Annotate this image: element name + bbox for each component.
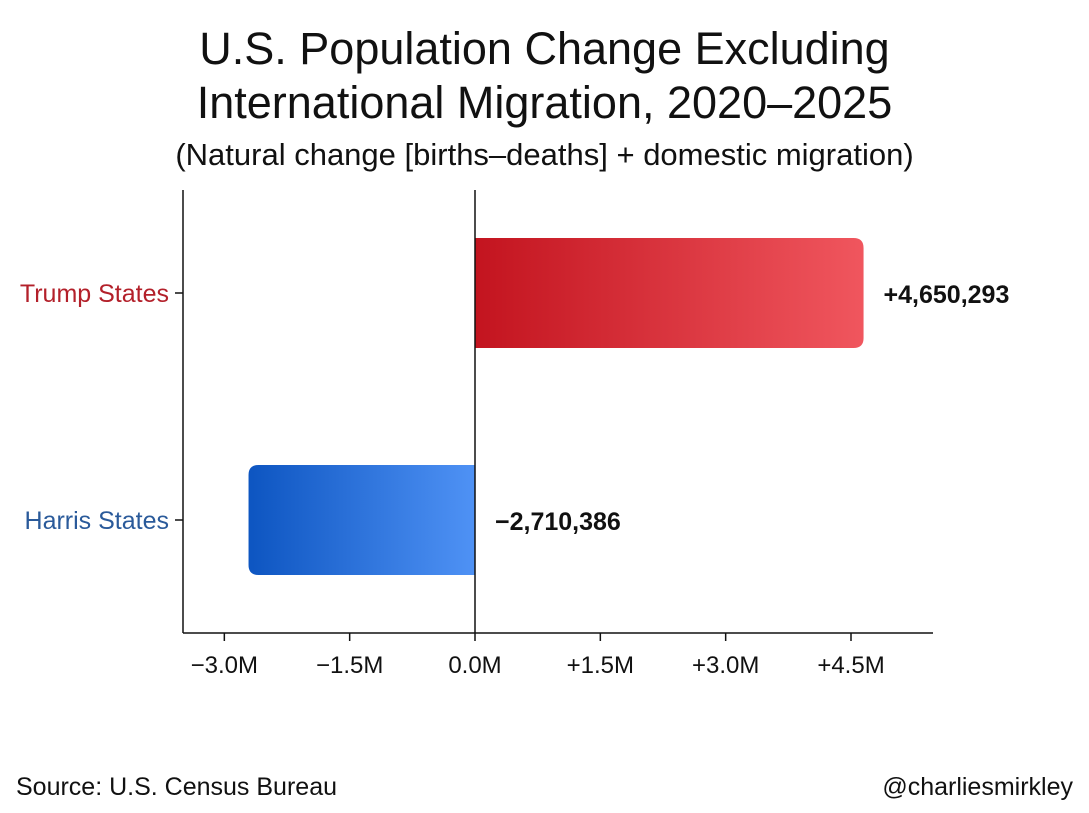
bar-trump-states xyxy=(475,238,864,348)
category-label: Trump States xyxy=(20,280,169,308)
category-label: Harris States xyxy=(25,507,169,535)
chart-title-line-2: International Migration, 2020–2025 xyxy=(196,77,893,128)
x-tick-label: +4.5M xyxy=(817,652,884,679)
value-label: −2,710,386 xyxy=(495,508,621,536)
value-label: +4,650,293 xyxy=(884,281,1010,309)
bar-harris-states xyxy=(248,465,475,575)
author-handle: @charliesmirkley xyxy=(882,773,1073,801)
x-tick-label: 0.0M xyxy=(448,652,501,679)
x-tick-label: −3.0M xyxy=(191,652,258,679)
x-tick-label: −1.5M xyxy=(316,652,383,679)
source-note: Source: U.S. Census Bureau xyxy=(16,773,337,801)
x-tick-label: +1.5M xyxy=(567,652,634,679)
chart-subtitle: (Natural change [births–deaths] + domest… xyxy=(175,137,914,172)
x-tick-label: +3.0M xyxy=(692,652,759,679)
chart-title-line-1: U.S. Population Change Excluding xyxy=(199,23,890,74)
